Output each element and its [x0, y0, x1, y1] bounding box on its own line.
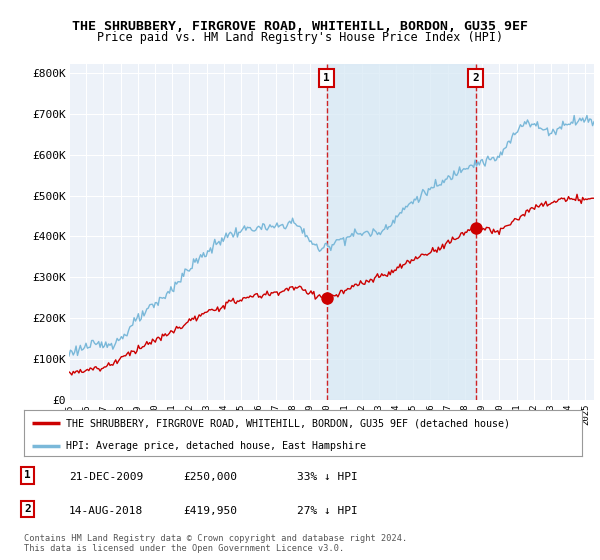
Text: 2: 2	[24, 504, 31, 514]
Text: 14-AUG-2018: 14-AUG-2018	[69, 506, 143, 516]
Text: Contains HM Land Registry data © Crown copyright and database right 2024.
This d: Contains HM Land Registry data © Crown c…	[24, 534, 407, 553]
Text: THE SHRUBBERY, FIRGROVE ROAD, WHITEHILL, BORDON, GU35 9EF: THE SHRUBBERY, FIRGROVE ROAD, WHITEHILL,…	[72, 20, 528, 32]
Text: THE SHRUBBERY, FIRGROVE ROAD, WHITEHILL, BORDON, GU35 9EF (detached house): THE SHRUBBERY, FIRGROVE ROAD, WHITEHILL,…	[66, 418, 510, 428]
Text: 2: 2	[472, 73, 479, 83]
Text: HPI: Average price, detached house, East Hampshire: HPI: Average price, detached house, East…	[66, 441, 366, 451]
Text: 1: 1	[323, 73, 330, 83]
Bar	[326, 64, 476, 400]
Text: £419,950: £419,950	[183, 506, 237, 516]
Text: £250,000: £250,000	[183, 472, 237, 482]
Text: 21-DEC-2009: 21-DEC-2009	[69, 472, 143, 482]
Text: 27% ↓ HPI: 27% ↓ HPI	[297, 506, 358, 516]
Text: Price paid vs. HM Land Registry's House Price Index (HPI): Price paid vs. HM Land Registry's House …	[97, 31, 503, 44]
Text: 33% ↓ HPI: 33% ↓ HPI	[297, 472, 358, 482]
Text: 1: 1	[24, 470, 31, 480]
